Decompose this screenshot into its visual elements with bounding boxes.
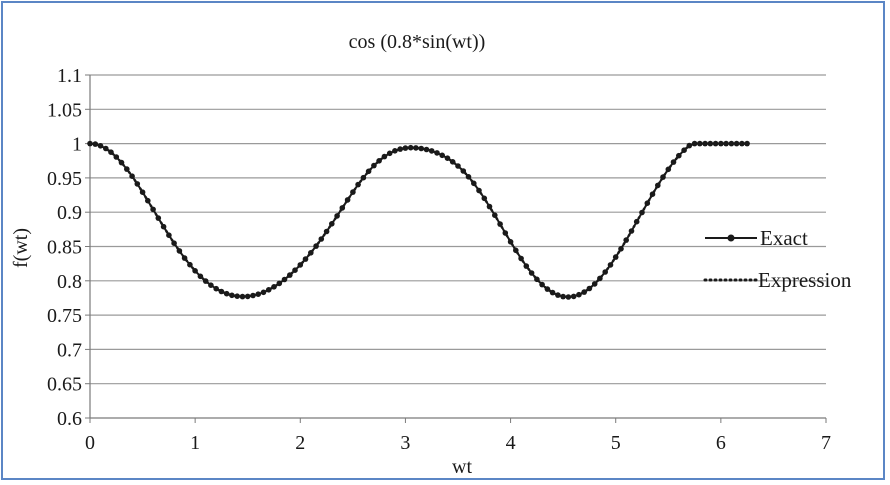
series-line-expression xyxy=(88,142,749,299)
data-point xyxy=(407,144,414,151)
x-tick-label: 6 xyxy=(716,432,726,454)
y-tick-label: 0.9 xyxy=(57,202,82,224)
x-tick-label: 7 xyxy=(821,432,831,454)
y-tick-label: 1.05 xyxy=(47,99,82,121)
y-tick-label: 0.85 xyxy=(47,237,82,259)
legend-label-exact: Exact xyxy=(760,226,808,250)
x-tick-label: 0 xyxy=(85,432,95,454)
tick-labels: 0.6 0.65 0.7 0.75 0.8 0.85 0.9 0.95 1 1.05 1.1 0 1 2 3… xyxy=(47,65,831,454)
axes xyxy=(85,74,827,423)
grid-lines xyxy=(90,74,826,385)
chart-title: cos (0.8*sin(wt)) xyxy=(349,31,486,53)
y-tick-label: 1 xyxy=(72,134,82,156)
x-tick-label: 5 xyxy=(611,432,621,454)
y-tick-label: 0.65 xyxy=(47,374,82,396)
y-tick-label: 0.95 xyxy=(47,168,82,190)
y-tick-label: 0.8 xyxy=(57,271,82,293)
x-tick-label: 2 xyxy=(295,432,305,454)
x-tick-label: 4 xyxy=(506,432,516,454)
x-tick-label: 3 xyxy=(400,432,410,454)
y-tick-label: 0.7 xyxy=(57,339,82,361)
legend: Exact Expression xyxy=(703,226,852,292)
y-tick-label: 0.6 xyxy=(57,408,82,430)
y-tick-label: 0.75 xyxy=(47,305,82,327)
y-tick-label: 1.1 xyxy=(57,65,82,87)
series-line-exact xyxy=(89,142,748,299)
y-axis-label: f(wt) xyxy=(10,228,32,268)
x-axis-label: wt xyxy=(452,456,472,478)
x-tick-label: 1 xyxy=(190,432,200,454)
legend-label-expression: Expression xyxy=(758,268,852,292)
series-group xyxy=(87,140,750,300)
legend-marker-exact xyxy=(727,234,735,242)
